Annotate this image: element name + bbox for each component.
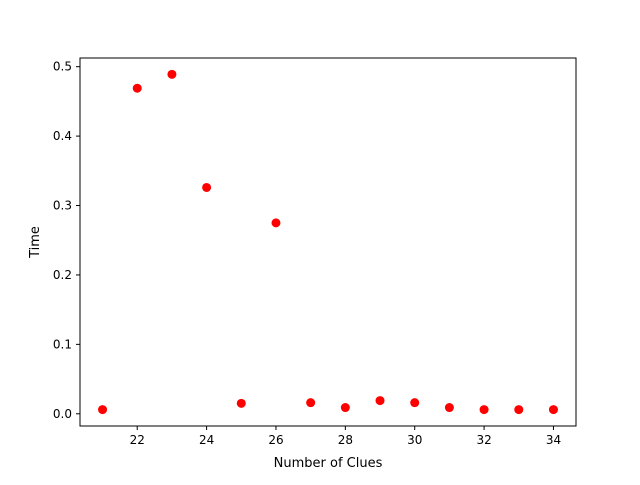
x-tick-label: 24 xyxy=(199,433,214,447)
data-point xyxy=(271,218,281,228)
data-point xyxy=(167,69,177,79)
y-axis-label: Time xyxy=(28,226,43,259)
data-point xyxy=(98,405,108,415)
x-tick-label: 32 xyxy=(476,433,491,447)
x-tick-label: 22 xyxy=(130,433,145,447)
data-point xyxy=(514,405,524,415)
data-point xyxy=(306,398,316,408)
data-points xyxy=(98,69,558,415)
x-tick-label: 26 xyxy=(268,433,283,447)
y-tick-label: 0.5 xyxy=(53,60,72,74)
data-point xyxy=(340,403,350,413)
data-point xyxy=(479,405,489,415)
y-tick-label: 0.1 xyxy=(53,337,72,351)
y-tick-label: 0.2 xyxy=(53,268,72,282)
axis-ticks: 22 24 26 28 30 32 34 0.0 0.1 0.2 0.3 0.4 0.5 xyxy=(53,60,561,447)
y-tick-label: 0.4 xyxy=(53,129,72,143)
x-tick-label: 34 xyxy=(546,433,561,447)
data-point xyxy=(548,405,558,415)
data-point xyxy=(444,403,454,413)
data-point xyxy=(132,83,142,93)
x-axis-label: Number of Clues xyxy=(274,456,383,471)
x-tick-label: 28 xyxy=(338,433,353,447)
data-point xyxy=(236,398,246,408)
data-point xyxy=(375,396,385,406)
data-point xyxy=(410,398,420,408)
plot-area-frame xyxy=(79,57,577,427)
data-point xyxy=(202,182,212,192)
y-tick-label: 0.3 xyxy=(53,199,72,213)
y-tick-label: 0.0 xyxy=(53,407,72,421)
x-tick-label: 30 xyxy=(407,433,422,447)
